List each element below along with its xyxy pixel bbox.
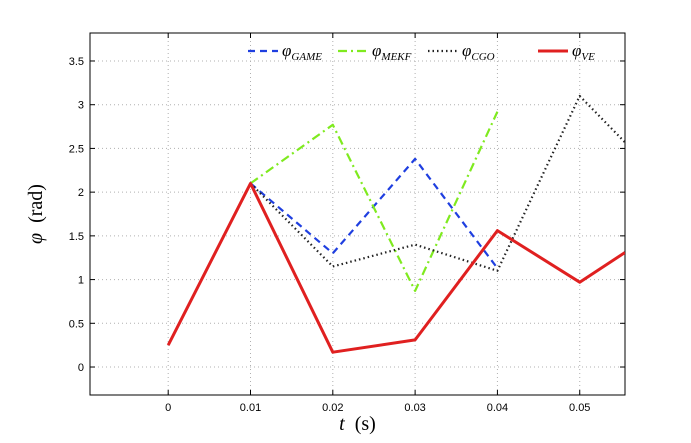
- legend-label-cgo: φCGO: [462, 41, 495, 63]
- y-tick-label: 2.5: [69, 143, 84, 155]
- y-tick-label: 1: [78, 275, 84, 287]
- y-tick-label: 3: [78, 100, 84, 112]
- series-line-game: [249, 157, 499, 269]
- series-line-cgo: [249, 94, 625, 272]
- x-tick-label: 0: [165, 402, 171, 414]
- series-line-mekf: [249, 111, 499, 292]
- x-tick-label: 0.03: [404, 402, 425, 414]
- y-tick-label: 1.5: [69, 231, 84, 243]
- ticks: 0 0.01 0.02 0.03 0.04 0.05 0 0.5 1 1.5 2 2.5 3 3.5: [69, 33, 625, 414]
- legend-label-ve: φVE: [572, 41, 595, 63]
- grid: [90, 33, 625, 395]
- x-tick-label: 0.02: [322, 402, 343, 414]
- x-tick-label: 0.01: [240, 402, 261, 414]
- y-axis-unit: (rad): [25, 184, 47, 223]
- legend-label-mekf: φMEKF: [372, 41, 412, 63]
- x-axis-unit: (s): [355, 413, 376, 435]
- y-tick-label: 0: [78, 362, 84, 374]
- legend-label-game: φGAME: [282, 41, 322, 63]
- y-axis-symbol: φ: [25, 233, 47, 244]
- x-axis-symbol: t: [339, 413, 345, 435]
- plot-frame: [89, 32, 626, 396]
- y-tick-label: 0.5: [69, 318, 84, 330]
- x-tick-label: 0.04: [487, 402, 508, 414]
- y-tick-label: 2: [78, 187, 84, 199]
- legend: φGAME φMEKF φCGO φVE: [248, 41, 595, 63]
- x-tick-label: 0.05: [569, 402, 590, 414]
- series-lines: [166, 94, 625, 354]
- y-axis-label: φ (rad): [25, 184, 47, 244]
- y-tick-label: 3.5: [69, 56, 84, 68]
- x-axis-label: t (s): [339, 413, 376, 435]
- series-line-ve: [166, 181, 625, 354]
